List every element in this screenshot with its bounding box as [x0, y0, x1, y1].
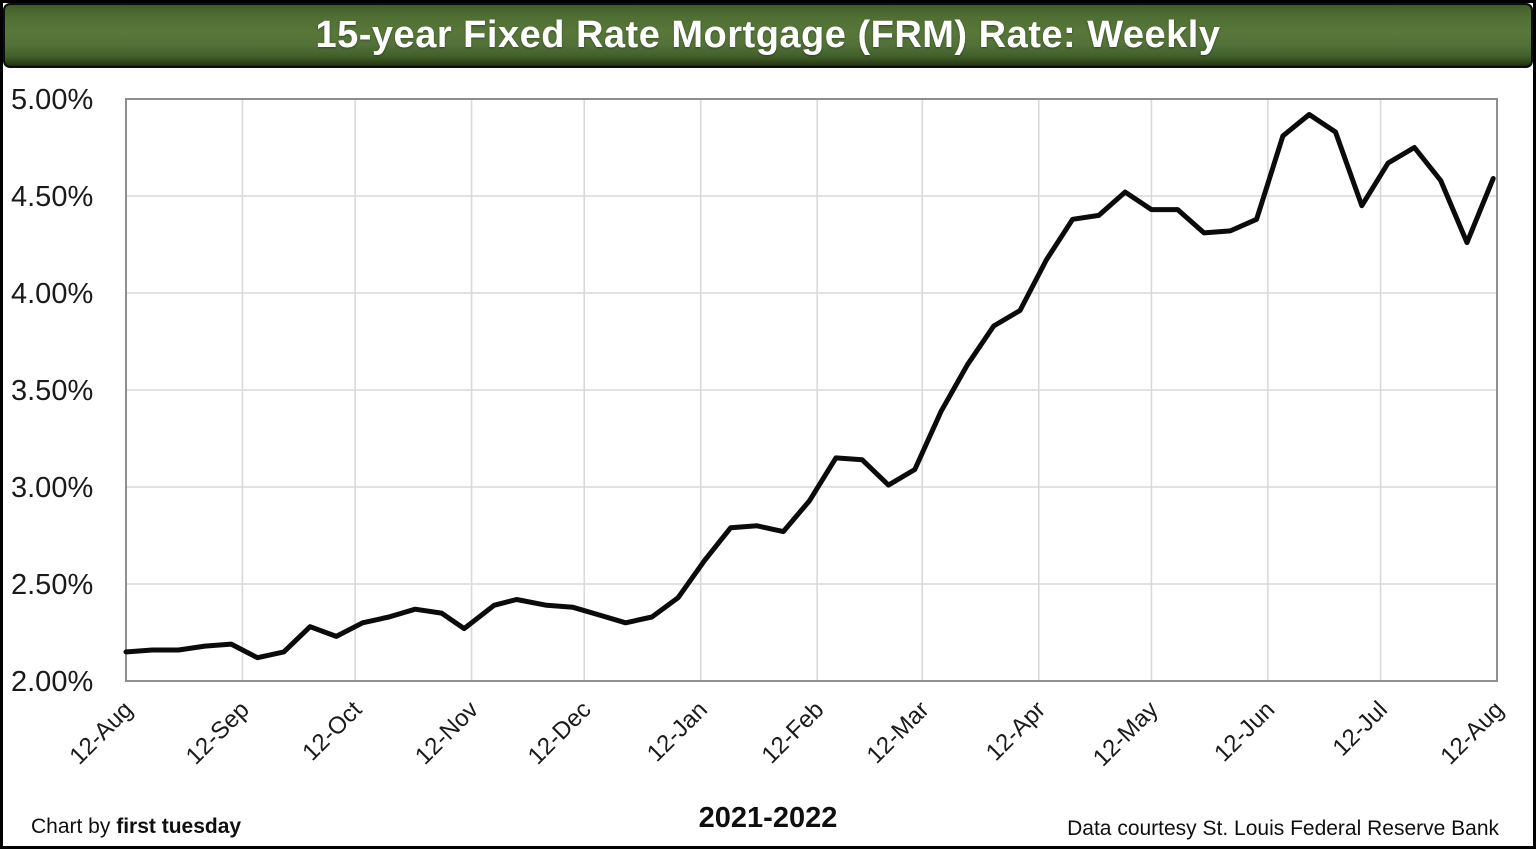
x-axis-tick-label: 12-Feb: [756, 696, 829, 769]
plot-border: [125, 98, 1498, 682]
frm-rate-chart: 5.00%4.50%4.00%3.50%3.00%2.50%2.00%12-Au…: [11, 84, 1509, 772]
chart-title: 15-year Fixed Rate Mortgage (FRM) Rate: …: [315, 14, 1221, 56]
credit-brand: first tuesday: [116, 815, 242, 838]
y-axis-tick-label: 4.50%: [11, 181, 93, 213]
x-axis-tick-label: 12-Sep: [181, 696, 255, 770]
x-axis-tick-label: 12-Oct: [297, 696, 367, 766]
x-axis-tick-label: 12-Aug: [64, 696, 138, 770]
credit-line: Chart by first tuesday: [31, 815, 241, 839]
data-source: Data courtesy St. Louis Federal Reserve …: [1067, 817, 1499, 840]
x-axis-tick-label: 12-Mar: [862, 696, 935, 769]
y-axis-tick-label: 2.00%: [11, 666, 93, 698]
y-axis-tick-label: 2.50%: [11, 569, 93, 601]
y-axis-tick-label: 4.00%: [11, 278, 93, 310]
chart-title-bar: 15-year Fixed Rate Mortgage (FRM) Rate: …: [3, 3, 1533, 68]
x-axis-tick-label: 12-Aug: [1435, 696, 1509, 770]
y-axis-tick-label: 5.00%: [11, 84, 93, 116]
credit-prefix: Chart by: [31, 815, 117, 838]
y-axis-tick-label: 3.50%: [11, 375, 93, 407]
x-axis-tick-label: 12-Jul: [1328, 696, 1393, 761]
x-axis-tick-label: 12-Apr: [981, 696, 1051, 766]
rate-line: [123, 112, 1496, 661]
x-axis-tick-label: 12-Nov: [410, 696, 484, 770]
x-axis-tick-label: 12-Dec: [523, 696, 597, 770]
x-axis-tick-label: 12-May: [1088, 696, 1164, 772]
x-axis-tick-label: 12-Jun: [1209, 696, 1280, 767]
period-label: 2021-2022: [698, 802, 838, 834]
y-axis-tick-label: 3.00%: [11, 472, 93, 504]
x-axis-tick-label: 12-Jan: [642, 696, 713, 767]
